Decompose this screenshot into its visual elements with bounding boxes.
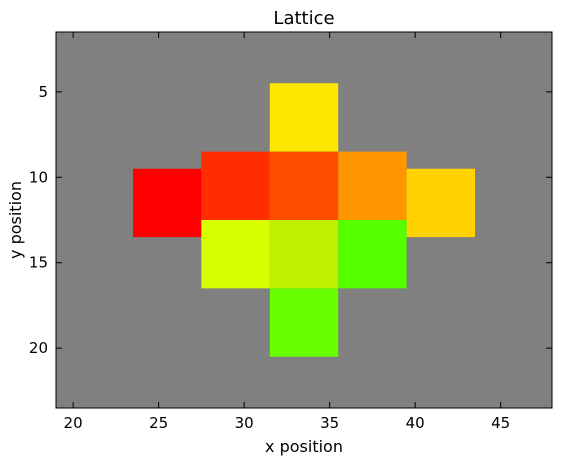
heatmap-cell [338,220,407,289]
tick-label: 25 [149,414,168,432]
plot-frame [55,31,553,409]
heatmap-cell [269,83,339,152]
heatmap-cell [201,220,270,289]
tick-label: 10 [29,168,48,186]
tick-label: 20 [29,339,48,357]
tick-label: 40 [406,414,425,432]
heatmap-cell [132,168,202,238]
heatmap-cell [269,220,339,289]
heatmap-cell [338,151,407,220]
heatmap-cell [201,151,270,220]
axis-ticks: 20 25 30 35 40 45 5 10 15 20 [29,32,552,432]
heatmap-cells [132,83,476,357]
x-axis-label: x position [265,437,343,456]
heatmap-cell [269,288,339,357]
y-axis-label: y position [6,181,25,259]
tick-label: 35 [320,414,339,432]
tick-label: 5 [38,83,48,101]
chart-title: Lattice [273,8,334,29]
tick-label: 30 [235,414,254,432]
tick-label: 45 [491,414,510,432]
tick-label: 15 [29,254,48,272]
tick-label: 20 [64,414,83,432]
heatmap-cell [406,168,476,238]
heatmap-cell [269,151,339,220]
